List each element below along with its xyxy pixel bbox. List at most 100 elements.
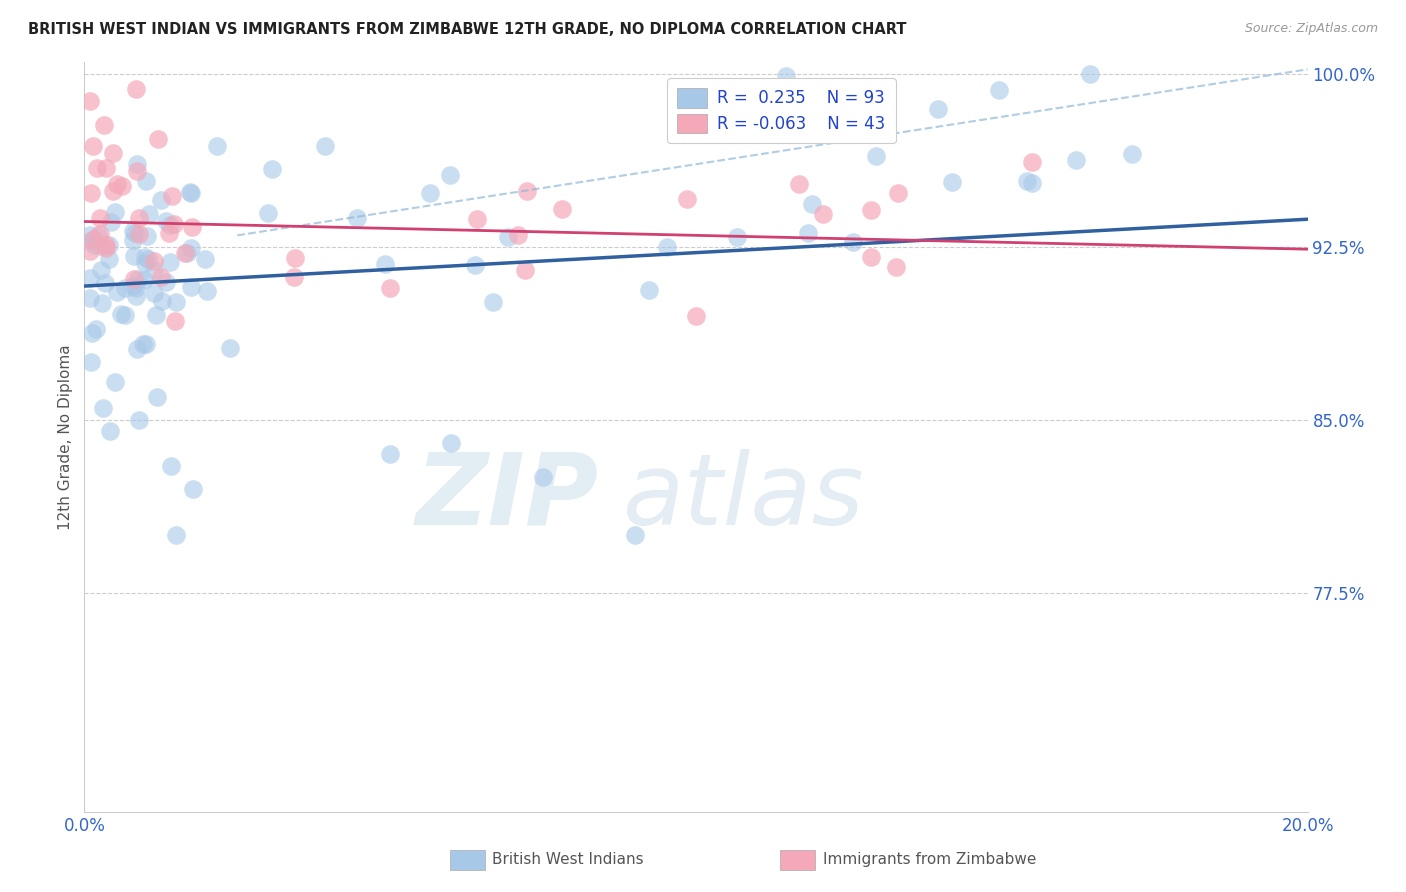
Point: [122, 271, 145, 285]
Point: [79, 270, 101, 285]
Point: [1021, 177, 1043, 191]
Point: [195, 285, 218, 299]
Point: [91, 401, 114, 416]
Point: [149, 269, 172, 284]
Point: [464, 258, 486, 272]
Point: [842, 235, 865, 250]
Point: [96, 237, 118, 252]
Point: [163, 314, 186, 328]
Point: [93, 118, 115, 132]
Point: [94, 276, 117, 290]
Point: [105, 177, 128, 191]
Point: [98, 425, 121, 439]
Point: [374, 257, 396, 271]
Point: [83, 237, 105, 252]
Point: [160, 458, 183, 473]
Point: [180, 280, 202, 294]
Text: British West Indians: British West Indians: [492, 853, 644, 867]
Point: [887, 186, 910, 200]
Point: [142, 286, 165, 301]
Point: [262, 162, 284, 177]
Point: [685, 309, 707, 323]
Point: [150, 293, 173, 308]
Point: [94, 161, 117, 176]
Point: [159, 255, 181, 269]
Point: [927, 102, 949, 116]
Point: [136, 228, 159, 243]
Point: [90, 239, 112, 253]
Point: [110, 307, 132, 321]
Point: [146, 132, 169, 146]
Point: [159, 218, 181, 232]
Point: [80, 186, 103, 201]
Text: ZIP: ZIP: [415, 449, 598, 546]
Point: [800, 197, 823, 211]
Point: [165, 295, 187, 310]
Point: [135, 336, 157, 351]
Point: [132, 273, 155, 287]
Point: [142, 254, 165, 268]
Point: [96, 241, 118, 255]
Point: [80, 234, 103, 248]
Point: [79, 244, 101, 259]
Point: [125, 281, 148, 295]
Point: [127, 156, 149, 170]
Point: [80, 355, 103, 369]
Point: [380, 447, 402, 461]
Point: [637, 283, 659, 297]
Point: [465, 211, 488, 226]
Point: [128, 413, 150, 427]
Point: [181, 482, 204, 496]
Point: [79, 94, 101, 108]
Point: [79, 291, 101, 305]
Point: [506, 228, 529, 243]
Point: [180, 220, 202, 235]
Point: [127, 272, 149, 286]
Point: [97, 238, 120, 252]
Text: Source: ZipAtlas.com: Source: ZipAtlas.com: [1244, 22, 1378, 36]
Point: [1017, 174, 1039, 188]
Point: [988, 83, 1011, 97]
Point: [80, 326, 103, 340]
Point: [1078, 67, 1101, 81]
Point: [90, 263, 112, 277]
Point: [138, 206, 160, 220]
Point: [101, 184, 124, 198]
Point: [105, 285, 128, 299]
Point: [380, 281, 402, 295]
Point: [121, 234, 143, 248]
Point: [218, 341, 240, 355]
Point: [103, 145, 125, 160]
Point: [142, 263, 165, 277]
Point: [82, 232, 104, 246]
Point: [125, 289, 148, 303]
Point: [194, 252, 217, 266]
Point: [86, 229, 108, 244]
Point: [797, 226, 820, 240]
Point: [419, 186, 441, 200]
Text: atlas: atlas: [623, 449, 865, 546]
Point: [145, 308, 167, 322]
Point: [132, 337, 155, 351]
Point: [207, 138, 229, 153]
Point: [516, 184, 538, 198]
Point: [86, 322, 108, 336]
Point: [676, 192, 699, 206]
Point: [860, 203, 883, 218]
Point: [775, 69, 797, 83]
Point: [89, 227, 111, 241]
Point: [82, 139, 104, 153]
Point: [136, 252, 159, 266]
Point: [440, 435, 463, 450]
Point: [125, 81, 148, 95]
Point: [314, 138, 336, 153]
Point: [655, 240, 678, 254]
Point: [128, 227, 150, 242]
Point: [122, 279, 145, 293]
Legend: R =  0.235    N = 93, R = -0.063    N = 43: R = 0.235 N = 93, R = -0.063 N = 43: [668, 78, 896, 144]
Point: [90, 295, 112, 310]
Point: [121, 224, 143, 238]
Point: [103, 205, 125, 219]
Point: [727, 230, 749, 244]
Point: [531, 470, 554, 484]
